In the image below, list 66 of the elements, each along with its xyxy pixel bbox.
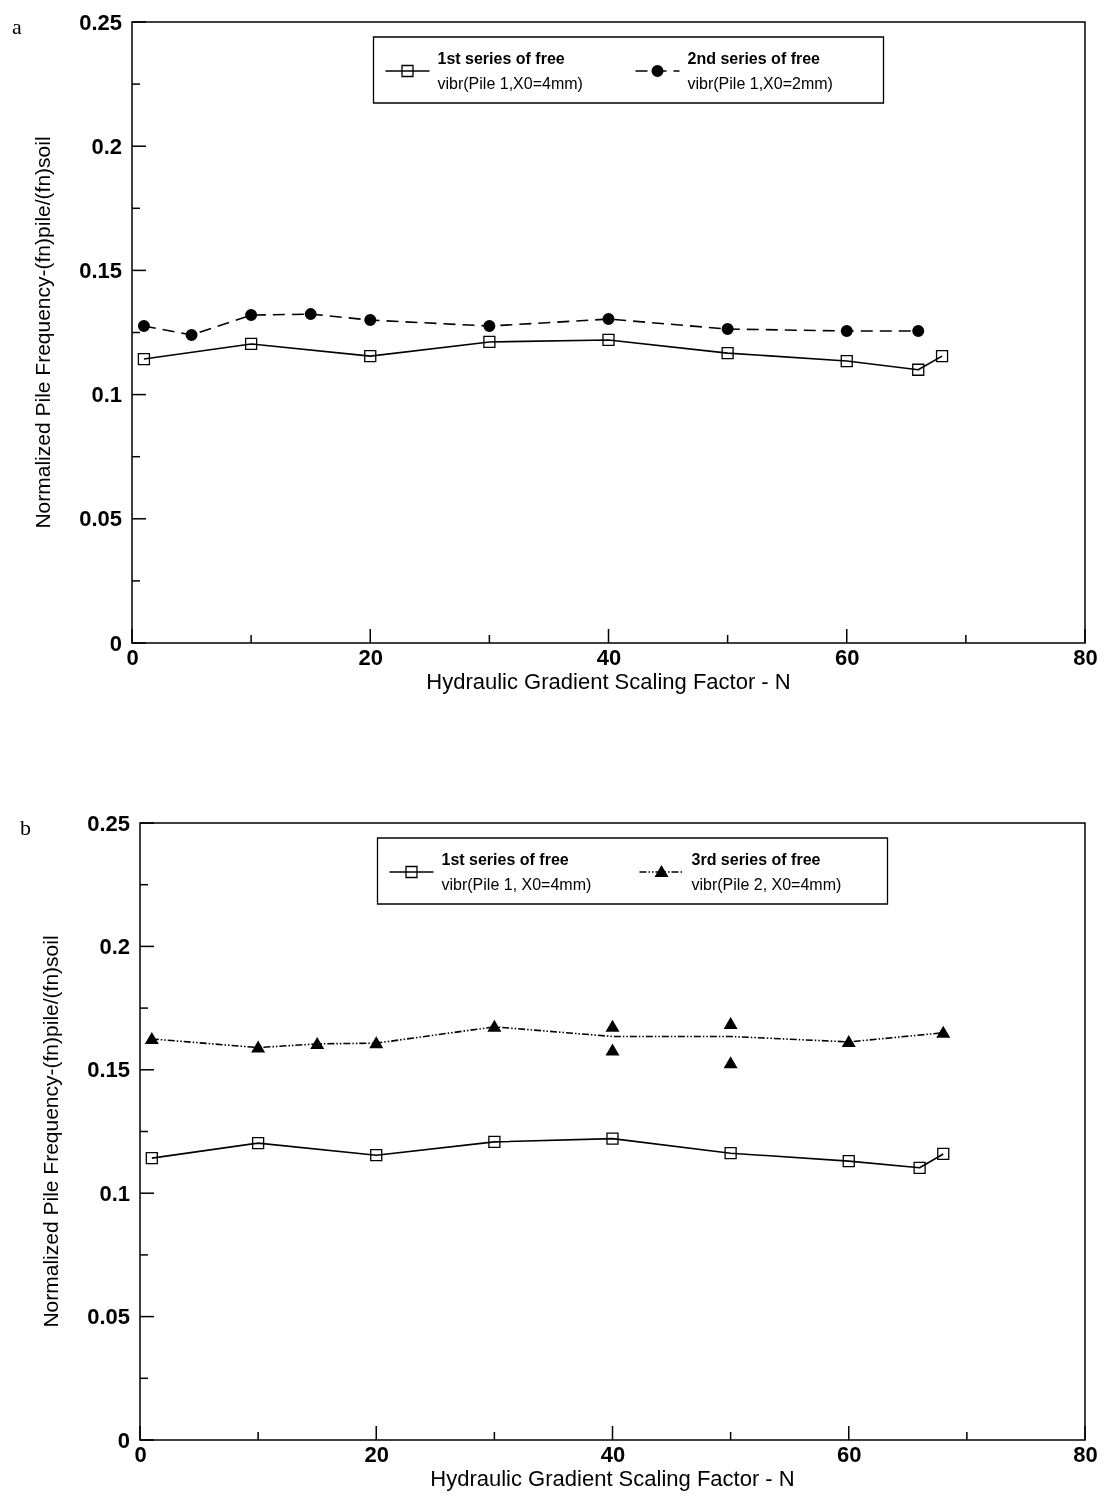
point [840,325,853,337]
y-tick-label: 0.15 [79,257,122,283]
x-tick-label: 20 [358,644,383,670]
point [144,1031,159,1044]
point [721,323,734,336]
point [251,1040,266,1053]
y-tick-label: 0.2 [91,133,122,159]
y-tick-label: 0.05 [87,1304,130,1330]
y-tick-label: 0.25 [79,9,122,35]
legend-label: 1st series of free vibr(Pile 1, X0=4mm) [441,851,592,893]
point [251,1136,265,1150]
y-axis-title: Normalized Pile Frequency-(fn)pile/(fn)soil [31,136,54,529]
point [936,1025,951,1038]
point [364,314,377,327]
point [721,346,734,360]
y-tick-label: 0.2 [99,933,130,959]
point [605,1019,620,1032]
point [724,1147,737,1160]
x-tick-label: 40 [600,1441,626,1467]
point [370,1149,383,1162]
point [723,1056,738,1069]
point [137,352,151,366]
point [912,363,925,376]
point [912,325,925,337]
x-axis-title: Hydraulic Gradient Scaling Factor - N [426,669,791,694]
point [913,1161,926,1174]
x-tick-label: 0 [134,1441,147,1467]
point [602,333,615,347]
legend-label: 1st series of free vibr(Pile 1,X0=4mm) [437,50,583,92]
legend-label: 2nd series of free vibr(Pile 1,X0=2mm) [687,50,833,92]
y-axis-title: Normalized Pile Frequency-(fn)pile/(fn)soil [39,935,62,1328]
point [605,1043,620,1056]
point [488,1135,501,1149]
point [842,1154,855,1168]
y-tick-label: 0.25 [87,810,130,836]
point [606,1132,619,1145]
point [145,1152,158,1165]
x-axis-title: Hydraulic Gradient Scaling Factor - N [430,1466,795,1491]
chart-title: a [12,14,22,39]
point [841,1034,856,1047]
point [137,320,150,333]
x-tick-label: 80 [1073,1441,1098,1467]
x-tick-label: 20 [364,1441,389,1467]
point [364,349,377,363]
legend-label: 3rd series of free vibr(Pile 2, X0=4mm) [691,851,842,893]
y-tick-label: 0.1 [99,1180,130,1206]
y-tick-label: 0.1 [91,382,122,408]
point [244,337,258,351]
x-tick-label: 80 [1073,644,1098,670]
point [487,1019,502,1032]
x-tick-label: 60 [835,644,860,670]
point [185,329,198,341]
x-tick-label: 40 [596,644,622,670]
point [840,354,853,368]
point [723,1016,738,1029]
point [483,320,496,333]
point [937,1147,950,1161]
chart-title: b [20,815,31,840]
point [935,349,949,363]
point [602,313,615,326]
point [304,308,317,321]
x-tick-label: 60 [837,1441,862,1467]
y-tick-label: 0.05 [79,506,122,532]
point [245,309,258,322]
point [483,335,496,349]
y-tick-label: 0.15 [87,1057,130,1083]
